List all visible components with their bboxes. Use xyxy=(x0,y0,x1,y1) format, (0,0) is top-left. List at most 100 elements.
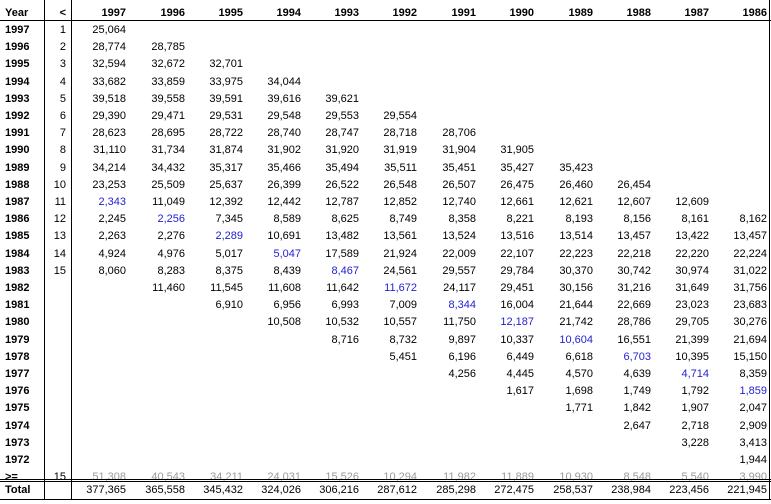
column-header: 1995 xyxy=(218,7,243,19)
table-cell: 15,150 xyxy=(733,350,767,363)
row-year-label: 1986 xyxy=(5,213,30,226)
total-cell: 365,558 xyxy=(145,484,185,496)
column-header: 1994 xyxy=(276,7,301,19)
table-cell: 10,508 xyxy=(267,316,301,329)
table-cell: 12,621 xyxy=(559,196,593,208)
table-cell: 26,399 xyxy=(267,178,301,191)
row-index: 15 xyxy=(53,264,66,277)
table-cell: 8,625 xyxy=(331,213,359,226)
table-cell: 4,714 xyxy=(681,368,709,380)
table-cell: 32,701 xyxy=(209,58,243,71)
table-cell: 5,047 xyxy=(273,247,301,260)
table-cell: 34,211 xyxy=(210,471,243,484)
table-cell: 33,682 xyxy=(92,75,126,88)
row-index: 9 xyxy=(59,161,66,174)
row-year-label: 1982 xyxy=(5,282,30,294)
table-cell: 31,902 xyxy=(267,144,301,157)
table-cell: 15,526 xyxy=(325,471,359,484)
table-cell: 4,570 xyxy=(565,368,593,380)
table-cell: 6,956 xyxy=(273,299,301,312)
table-cell: 12,187 xyxy=(500,316,534,329)
table-cell: 10,337 xyxy=(500,333,534,346)
row-index: 5 xyxy=(59,92,66,105)
table-cell: 5,540 xyxy=(681,471,709,484)
table-cell: 39,518 xyxy=(92,92,126,105)
total-cell: 287,612 xyxy=(377,484,417,496)
table-cell: 26,548 xyxy=(383,178,417,191)
table-cell: 10,930 xyxy=(559,471,593,484)
row-index: 1 xyxy=(59,24,66,36)
table-cell: 35,423 xyxy=(559,161,593,174)
table-cell: 11,460 xyxy=(152,282,185,294)
table-cell: 17,589 xyxy=(325,247,359,260)
table-cell: 35,511 xyxy=(384,161,417,174)
total-cell: 324,026 xyxy=(261,484,301,496)
table-cell: 3,990 xyxy=(739,471,767,484)
row-year-label: 1973 xyxy=(5,436,30,449)
table-cell: 28,747 xyxy=(325,127,359,140)
table-cell: 11,049 xyxy=(152,196,185,208)
table-cell: 35,466 xyxy=(267,161,301,174)
total-divider-top-2 xyxy=(0,481,771,482)
bottom-border xyxy=(0,499,771,500)
table-cell: 1,907 xyxy=(681,402,709,415)
column-header: 1991 xyxy=(451,7,476,19)
table-cell: 35,494 xyxy=(325,161,359,174)
table-cell: 6,703 xyxy=(623,350,651,363)
total-label: Total xyxy=(5,484,31,496)
table-cell: 13,561 xyxy=(383,230,417,243)
right-border xyxy=(769,0,770,500)
table-cell: 10,604 xyxy=(559,333,593,346)
table-cell: 28,774 xyxy=(92,41,126,54)
table-cell: 51,308 xyxy=(92,471,126,484)
table-cell: 8,359 xyxy=(739,368,767,380)
table-cell: 29,557 xyxy=(442,264,476,277)
table-cell: 33,859 xyxy=(151,75,185,88)
column-header: 1997 xyxy=(101,7,126,19)
table-cell: 1,617 xyxy=(506,385,534,398)
row-index: 10 xyxy=(53,178,66,191)
table-cell: 29,451 xyxy=(500,282,534,294)
table-cell: 25,064 xyxy=(92,24,126,36)
column-header: 1986 xyxy=(742,7,767,19)
table-cell: 11,608 xyxy=(268,282,301,294)
table-cell: 29,705 xyxy=(675,316,709,329)
table-cell: 2,718 xyxy=(681,419,709,432)
table-cell: 31,734 xyxy=(151,144,185,157)
table-cell: 11,750 xyxy=(443,316,476,329)
table-cell: 1,749 xyxy=(623,385,651,398)
table-cell: 28,740 xyxy=(267,127,301,140)
table-cell: 12,607 xyxy=(617,196,651,208)
table-cell: 10,557 xyxy=(383,316,417,329)
row-year-label: 1990 xyxy=(5,144,30,157)
table-cell: 12,661 xyxy=(500,196,534,208)
table-cell: 2,289 xyxy=(215,230,243,243)
table-cell: 2,047 xyxy=(739,402,767,415)
table-cell: 8,162 xyxy=(739,213,767,226)
table-cell: 31,756 xyxy=(733,282,767,294)
table-cell: 22,669 xyxy=(617,299,651,312)
table-cell: 31,905 xyxy=(500,144,534,157)
table-cell: 28,695 xyxy=(151,127,185,140)
row-year-label: 1981 xyxy=(5,299,30,312)
table-cell: 7,009 xyxy=(389,299,417,312)
row-year-label: 1974 xyxy=(5,419,30,432)
table-cell: 5,451 xyxy=(389,350,417,363)
table-cell: 22,223 xyxy=(559,247,593,260)
row-index: 8 xyxy=(59,144,66,157)
row-year-label: 1994 xyxy=(5,75,30,88)
table-cell: 8,589 xyxy=(273,213,301,226)
table-cell: 28,785 xyxy=(151,41,185,54)
table-cell: 7,345 xyxy=(215,213,243,226)
row-year-label: 1975 xyxy=(5,402,30,415)
table-cell: 29,553 xyxy=(325,110,359,122)
row-index: 6 xyxy=(59,110,66,122)
header-year-label: Year xyxy=(5,7,29,19)
row-year-label: 1978 xyxy=(5,350,30,363)
table-cell: 30,370 xyxy=(559,264,593,277)
table-cell: 26,522 xyxy=(325,178,359,191)
table-cell: 10,532 xyxy=(325,316,359,329)
table-cell: 22,218 xyxy=(617,247,651,260)
row-index: 3 xyxy=(59,58,66,71)
